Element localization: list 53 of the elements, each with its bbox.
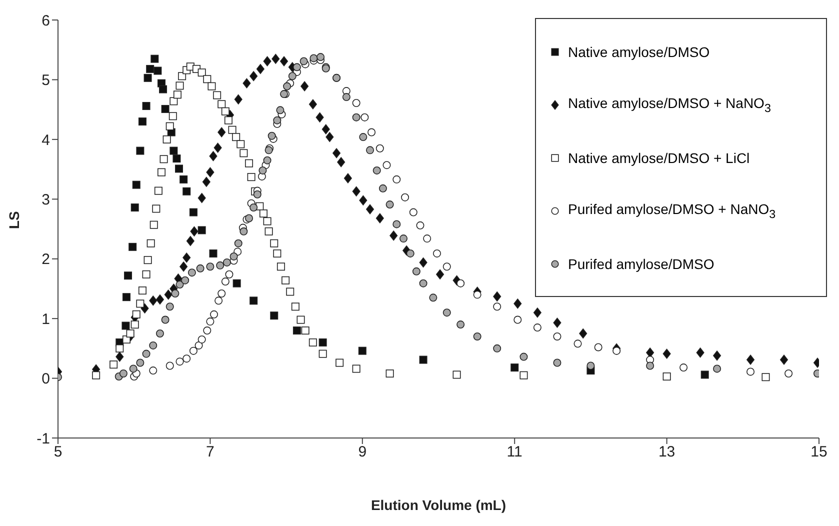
y-tick-label: 5 [42,72,50,90]
point [292,326,301,335]
point [358,346,366,355]
legend-label: Purifed amylose/DMSO [568,256,714,272]
point [122,322,130,330]
point [172,154,181,163]
x-tick-label: 9 [358,444,367,461]
y-tick-label: 1 [42,310,50,328]
legend-label: Native amylose/DMSO + NaNO$_{3}$ [568,94,771,114]
point [154,66,162,75]
point [250,296,258,305]
y-tick-label: -1 [36,430,50,448]
x-axis-title: Elution Volume (mL) [370,497,506,513]
point [510,364,519,372]
point [419,356,428,364]
y-tick-label: 0 [42,370,50,388]
point [175,164,183,173]
point [142,102,150,110]
point [138,118,146,126]
point [144,74,152,82]
legend-label: Native amylose/DMSO [568,44,710,60]
y-axis-title: LS [6,211,22,229]
point [700,370,709,379]
point [132,180,140,189]
point [136,146,144,155]
point [130,204,139,212]
y-tick-label: 2 [42,251,50,268]
point [232,279,241,288]
point [180,175,188,184]
point [146,64,154,73]
y-tick-label: 3 [42,191,50,208]
point [170,146,178,155]
legend-label: Native amylose/DMSO + LiCl [568,150,750,166]
point [198,226,206,234]
y-tick-label: 4 [42,132,50,149]
point [161,104,170,113]
point [159,85,168,94]
point [150,54,159,63]
point [209,249,218,258]
point [189,208,198,216]
point [270,312,278,320]
point [124,272,132,280]
x-tick-label: 13 [658,444,676,461]
x-tick-label: 7 [206,444,214,461]
point [122,293,130,302]
x-tick-label: 5 [54,444,62,461]
point [318,338,327,346]
point [128,242,137,251]
legend-label: Purifed amylose/DMSO + NaNO$_{3}$ [568,200,776,220]
point [182,187,191,196]
x-tick-label: 15 [810,444,828,461]
x-tick-label: 11 [506,444,522,461]
y-tick-label: 6 [42,12,50,30]
